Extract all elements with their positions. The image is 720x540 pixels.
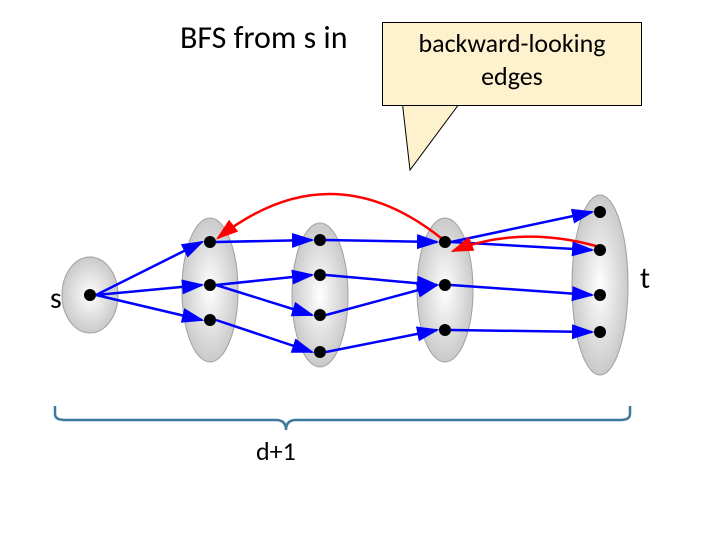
label-s: s [50,280,62,317]
label-d-plus-1: d+1 [256,435,296,467]
diagram-title: BFS from s in [180,18,348,57]
callout-tail [402,100,462,170]
label-t: t [640,260,650,297]
distance-bracket [55,406,630,430]
callout-line2: edges [383,60,641,93]
callout-box: backward-looking edges [382,22,642,106]
callout-line1: backward-looking [383,27,641,60]
